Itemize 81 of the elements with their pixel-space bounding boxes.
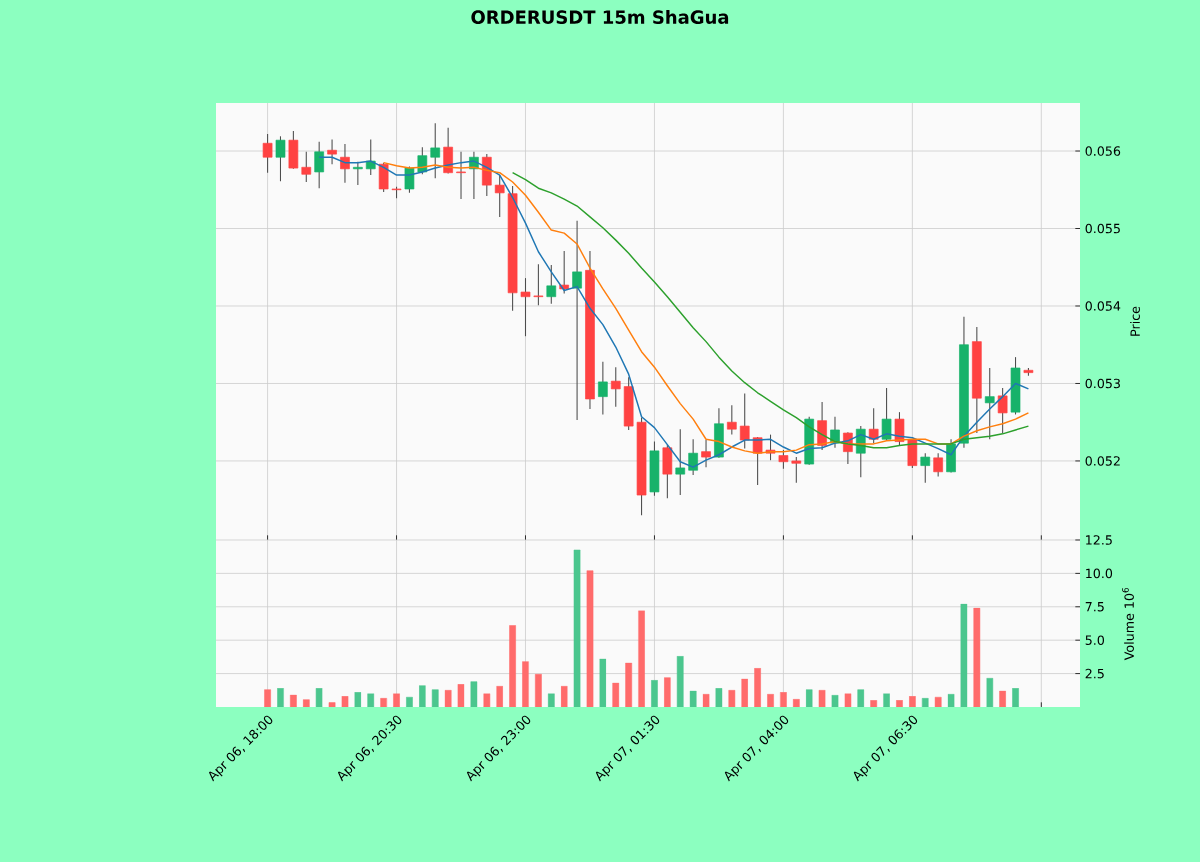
- bar: [586, 570, 594, 707]
- candlestick: [688, 438, 698, 476]
- bar: [290, 694, 297, 707]
- chart-title: ORDERUSDT 15m ShaGua: [471, 10, 729, 24]
- bar: [715, 688, 723, 707]
- bar: [264, 689, 271, 707]
- bar: [909, 696, 916, 707]
- candlestick: [546, 264, 557, 305]
- bar: [406, 696, 413, 707]
- candlestick: [365, 138, 376, 176]
- candlestick: [572, 220, 582, 421]
- candlestick: [314, 141, 324, 189]
- candlestick: [456, 151, 466, 200]
- candlestick: [598, 361, 608, 415]
- candlestick: [494, 174, 505, 218]
- candlestick: [933, 452, 943, 477]
- candlestick: [327, 138, 337, 165]
- bar: [535, 673, 542, 707]
- candlestick: [984, 367, 995, 440]
- y-axis-title: Volume 10$^{6}$: [1122, 587, 1134, 661]
- bar: [547, 693, 555, 707]
- candlestick: [739, 393, 750, 450]
- candlestick: [301, 151, 312, 183]
- bar: [328, 702, 336, 707]
- candlestick: [275, 135, 286, 182]
- y-axis-title: Price: [1130, 306, 1140, 336]
- y-tick-label: 0.053: [1085, 378, 1120, 389]
- bar: [896, 700, 903, 707]
- bar: [612, 682, 620, 707]
- bar: [302, 699, 310, 707]
- y-tick-label: 2.5: [1085, 668, 1104, 679]
- bar: [689, 690, 697, 707]
- y-tick-label: 0.054: [1085, 301, 1121, 311]
- bar: [1012, 688, 1019, 707]
- bar: [573, 549, 581, 707]
- candlestick: [701, 439, 711, 468]
- bar: [367, 693, 375, 707]
- y-tick-label: 12.5: [1086, 535, 1112, 545]
- bar: [393, 693, 400, 707]
- bar: [754, 667, 761, 707]
- candlestick: [920, 452, 931, 484]
- candlestick: [533, 263, 544, 306]
- bar: [831, 694, 839, 707]
- candlestick: [997, 387, 1008, 434]
- bar: [651, 679, 658, 707]
- bar: [767, 694, 774, 707]
- candlestick: [868, 407, 879, 444]
- bar: [431, 689, 439, 707]
- candlestick: [353, 161, 363, 186]
- y-tick-label: 0.052: [1085, 456, 1120, 466]
- y-tick-label: 0.056: [1085, 146, 1121, 156]
- bar: [818, 690, 826, 707]
- candlestick: [430, 122, 441, 179]
- bar: [444, 690, 452, 707]
- bar: [999, 690, 1006, 707]
- candlestick: [675, 428, 686, 496]
- bar: [870, 700, 878, 707]
- bar: [728, 690, 736, 707]
- candlestick: [778, 449, 789, 470]
- candlestick: [262, 133, 273, 174]
- bar: [792, 698, 800, 707]
- candlestick: [727, 404, 737, 436]
- y-tick-label: 0.055: [1085, 223, 1120, 234]
- candlestick: [520, 277, 531, 337]
- y-tick-label: 10.0: [1086, 568, 1113, 579]
- candlestick: [610, 366, 621, 408]
- candlestick: [340, 143, 350, 184]
- bar: [509, 625, 516, 707]
- candlestick: [559, 250, 570, 295]
- y-tick-label: 7.5: [1085, 602, 1104, 612]
- bar: [483, 693, 491, 707]
- bar: [934, 696, 942, 707]
- bar: [470, 681, 478, 707]
- bar: [857, 689, 865, 707]
- bar: [625, 662, 633, 707]
- bar: [960, 603, 968, 707]
- candlestick: [417, 146, 428, 175]
- bar: [973, 607, 981, 707]
- candlestick: [791, 456, 802, 484]
- bar: [341, 696, 349, 707]
- y-tick-label: 5.0: [1085, 635, 1105, 645]
